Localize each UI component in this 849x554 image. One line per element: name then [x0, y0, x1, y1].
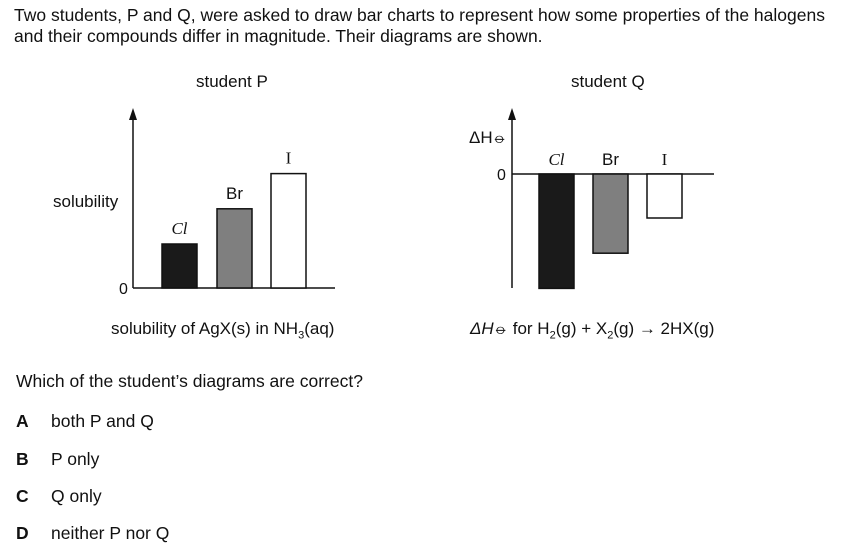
option-text: Q only: [51, 486, 102, 506]
student-q-caption: ΔH⦵ for H2(g) + X2(g) → 2HX(g): [470, 319, 715, 342]
bar-I: [270, 172, 307, 289]
student-q-ylabel: ΔH⦵: [469, 128, 507, 147]
bar-Br: [592, 173, 629, 254]
option-b[interactable]: B P only: [16, 449, 99, 470]
y-axis-arrow: [508, 108, 516, 120]
option-text: P only: [51, 449, 100, 469]
bar-label-Br: Br: [602, 150, 619, 169]
option-letter: C: [16, 486, 29, 506]
y-tick-zero: 0: [497, 167, 506, 184]
bar-Br: [216, 208, 253, 289]
student-p-caption: solubility of AgX(s) in NH3(aq): [111, 319, 335, 342]
student-p-ylabel: solubility: [53, 192, 119, 211]
bar-label-Cl: Cl: [548, 150, 564, 169]
bar-I: [646, 173, 683, 219]
option-c[interactable]: C Q only: [16, 486, 102, 507]
intro-text: Two students, P and Q, were asked to dra…: [14, 5, 825, 46]
student-p-title: student P: [196, 72, 268, 91]
bar-label-Br: Br: [226, 184, 243, 203]
bar-label-Cl: Cl: [171, 219, 187, 238]
option-text: neither P nor Q: [51, 523, 170, 543]
student-p-chart: 0 Cl Br I: [119, 108, 335, 298]
y-axis-arrow: [129, 108, 137, 120]
bar-Cl: [161, 243, 198, 289]
option-letter: A: [16, 411, 29, 431]
student-q-title: student Q: [571, 72, 645, 91]
student-q-chart: 0 Cl Br I: [497, 108, 714, 290]
bar-Cl: [538, 173, 575, 290]
bar-label-I: I: [662, 150, 668, 169]
question-text: Which of the student’s diagrams are corr…: [16, 371, 363, 391]
bar-label-I: I: [286, 149, 292, 168]
option-letter: B: [16, 449, 29, 469]
y-tick-zero: 0: [119, 281, 128, 298]
option-text: both P and Q: [51, 411, 154, 431]
option-letter: D: [16, 523, 29, 543]
